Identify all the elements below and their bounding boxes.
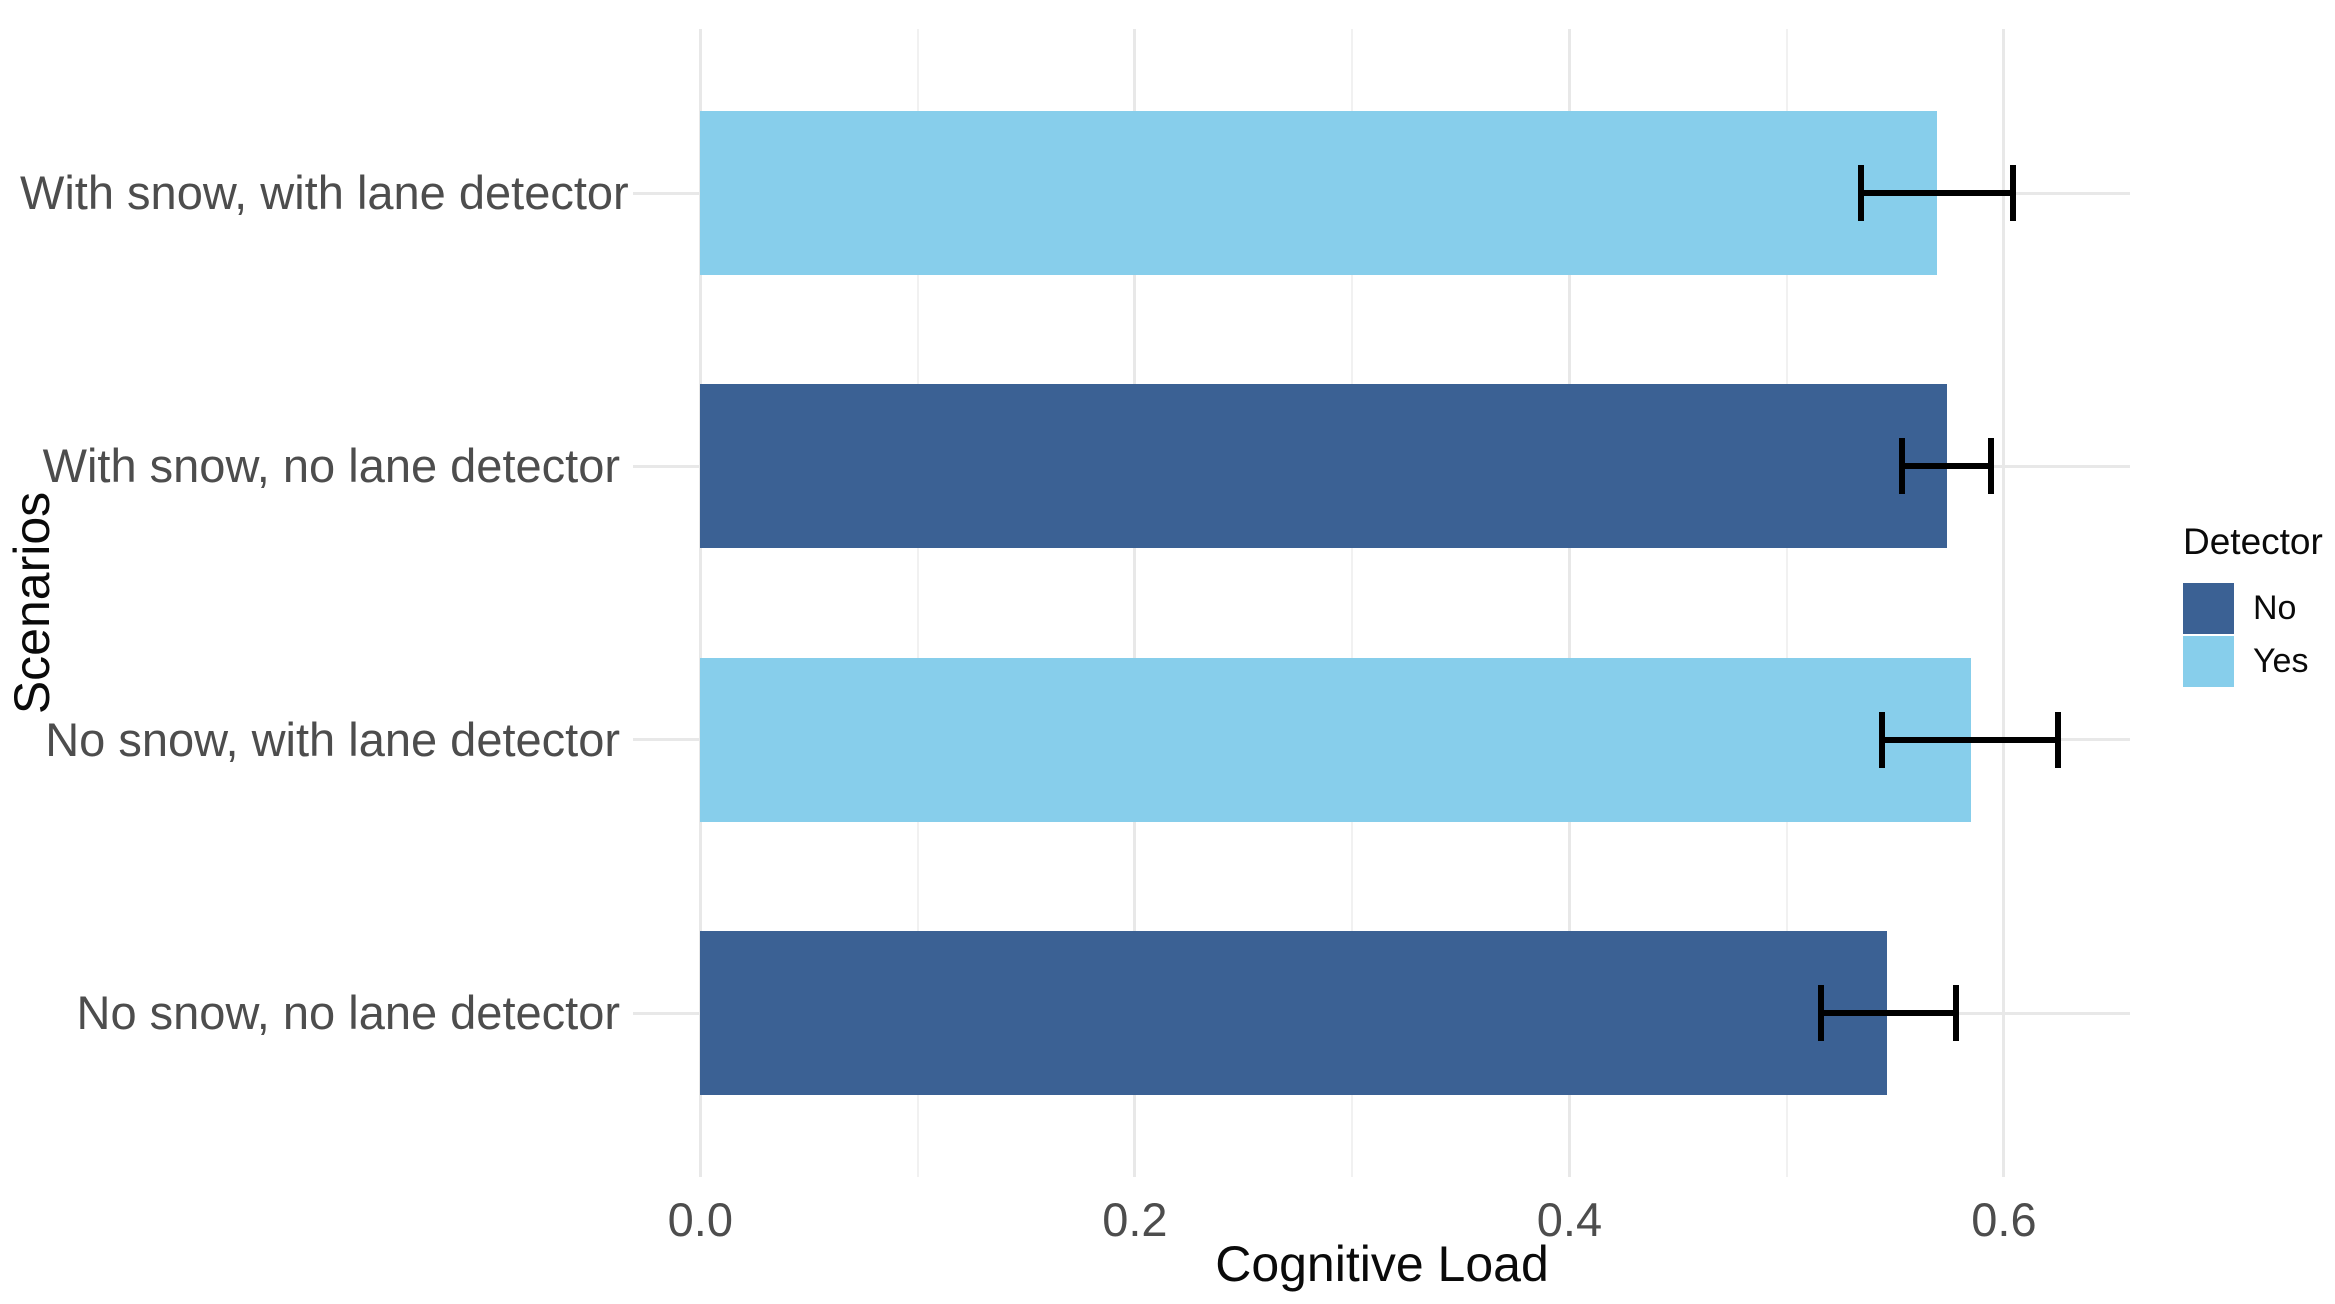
gridline-x-minor <box>1785 29 1788 1177</box>
legend: Detector No Yes <box>2183 521 2323 689</box>
category-label: No snow, no lane detector <box>76 986 620 1039</box>
legend-title: Detector <box>2183 521 2323 562</box>
gridline-x-major <box>698 29 702 1177</box>
legend-entry: Yes <box>2183 636 2323 687</box>
gridline-x-major <box>2002 29 2006 1177</box>
legend-swatch-yes <box>2183 636 2234 687</box>
x-tick-label: 0.4 <box>1536 1193 1603 1246</box>
gridline-x-major <box>1567 29 1571 1177</box>
legend-entry-label: No <box>2253 589 2297 627</box>
gridline-x-minor <box>1351 29 1354 1177</box>
legend-entry-label: Yes <box>2253 642 2309 680</box>
x-tick-label: 0.2 <box>1102 1193 1168 1246</box>
error-bar-line <box>1821 1010 1957 1016</box>
error-bar-line <box>1882 736 2059 743</box>
error-bar-whisker <box>1857 165 1864 221</box>
category-label: With snow, with lane detector <box>20 166 629 219</box>
error-bar-line <box>1860 190 2013 196</box>
category-label: No snow, with lane detector <box>45 712 620 766</box>
error-bar-whisker <box>2009 165 2016 221</box>
x-axis-title: Cognitive Load <box>1215 1236 1549 1292</box>
legend-entries: No Yes <box>2183 583 2323 687</box>
legend-swatch-no <box>2183 583 2234 634</box>
error-bar-whisker <box>1818 985 1825 1041</box>
error-bar-whisker <box>2055 711 2062 768</box>
gridline-x-major <box>1133 29 1137 1177</box>
x-tick-label: 0.6 <box>1971 1193 2037 1246</box>
bar-yes <box>700 111 1937 275</box>
error-bar-whisker <box>1953 985 1960 1041</box>
error-bar-whisker <box>1987 438 1994 495</box>
gridline-x-minor <box>916 29 919 1177</box>
y-axis-title: Scenarios <box>4 491 60 715</box>
x-tick-label: 0.0 <box>667 1193 734 1246</box>
bar-no <box>700 384 1948 548</box>
legend-entry: No <box>2183 583 2323 634</box>
bar-no <box>700 931 1887 1095</box>
error-bar-line <box>1901 463 1991 470</box>
bar-yes <box>700 658 1972 822</box>
error-bar-whisker <box>1898 438 1905 495</box>
category-label: With snow, no lane detector <box>42 439 620 493</box>
error-bar-whisker <box>1879 711 1886 768</box>
